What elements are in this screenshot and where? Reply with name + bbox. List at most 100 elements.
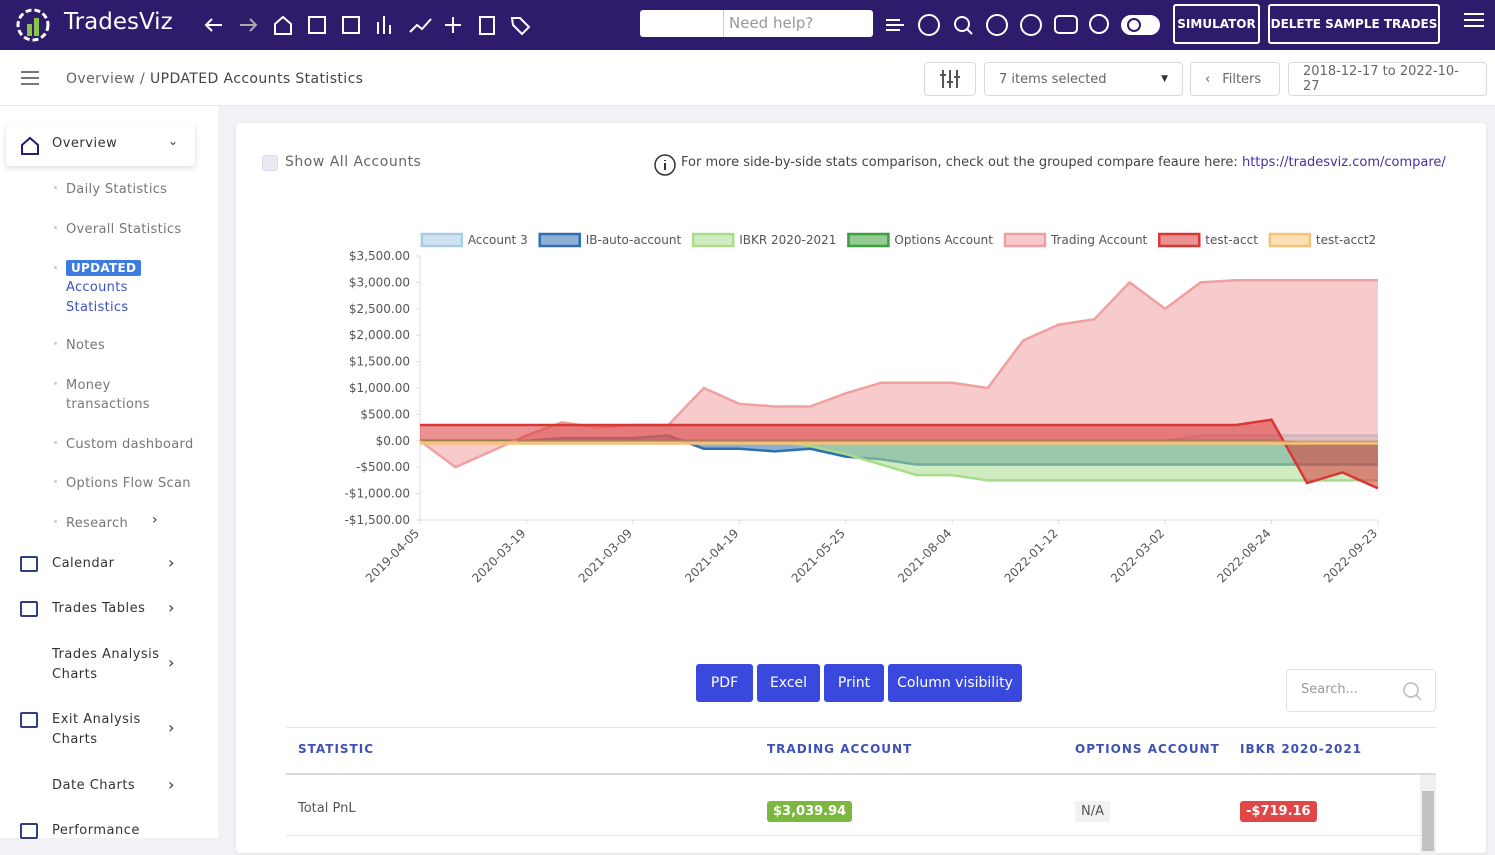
select-text: 7 items selected [999,71,1107,87]
info-icon [654,154,676,176]
section-icon [20,601,38,617]
chevron: › [168,553,175,572]
top-bar: TradesViz Need help? SIMULATOR DELETE SA… [0,0,1495,50]
y-tick-label: -$1,500.00 [345,513,410,527]
legend-swatch [1003,232,1047,248]
breadcrumb-link[interactable]: Overview [66,71,136,87]
info-sentence: For more side-by-side stats comparison, … [681,155,1238,170]
y-tick-label: -$500.00 [356,460,410,474]
help-search[interactable]: Need help? [640,10,873,37]
legend-label: IB-auto-account [586,233,682,247]
checkbox[interactable] [262,155,278,171]
sidebar-subitem[interactable]: Custom dashboard [66,437,194,452]
table-header: OPTIONS ACCOUNT [1075,742,1220,756]
breadcrumb: Overview / UPDATED Accounts Statistics [66,71,363,87]
sidebar-subitem[interactable]: Accounts Statistics [66,280,129,315]
info-text: For more side-by-side stats comparison, … [681,155,1446,170]
menu-icon[interactable] [1462,10,1486,34]
active-item[interactable]: Overview ⌄ [6,124,195,166]
legend-swatch [1158,232,1201,248]
search-placeholder: Search... [1301,682,1359,697]
y-tick-label: -$1,000.00 [345,487,410,501]
chevron: › [152,512,158,528]
table-header: IBKR 2020-2021 [1240,742,1363,756]
brand: TradesViz [64,9,173,35]
x-tick-label: 2022-01-12 [1002,526,1061,585]
sidebar-subitem[interactable]: Notes [66,338,106,353]
search-box[interactable]: Search... [1286,669,1436,712]
x-tick-label: 2021-08-04 [895,526,954,585]
compare-link[interactable]: https://tradesviz.com/compare/ [1241,155,1446,170]
bullet [54,226,57,229]
sidebar-subitem[interactable]: Daily Statistics [66,182,168,197]
x-tick-label: 2020-03-19 [469,526,528,585]
area-fill [420,419,1378,489]
y-tick-label: $1,500.00 [349,355,410,369]
legend-label: IBKR 2020-2021 [739,233,836,247]
legend-swatch [420,232,464,248]
y-tick-label: $1,000.00 [349,381,410,395]
section-icon [20,647,38,663]
section-icon [20,712,38,728]
sidebar-section[interactable]: Exit Analysis Charts [52,712,141,747]
area-fill [420,280,1378,468]
x-tick-label: 2021-04-19 [682,526,741,585]
breadcrumb-bar: Overview / UPDATED Accounts Statistics 7… [0,50,1495,106]
table-cell: -$719.16 [1240,801,1317,822]
export-button[interactable]: PDF [696,664,753,702]
bullet [54,186,57,189]
section-icon [20,823,38,839]
account-select[interactable]: 7 items selected ▼ [984,62,1183,96]
bullet [54,441,57,444]
sidebar-section[interactable]: Trades Tables [52,601,146,616]
x-tick-label: 2021-03-09 [576,526,635,585]
x-tick-label: 2022-09-23 [1321,526,1380,585]
filters-text: Filters [1222,71,1262,87]
simulator-button[interactable]: SIMULATOR [1173,4,1260,44]
filters-button[interactable]: ‹ Filters [1190,62,1280,96]
sidebar-section[interactable]: Calendar [52,556,115,571]
logo [16,8,50,42]
export-button[interactable]: Print [824,664,884,702]
export-button[interactable]: Column visibility [888,664,1022,702]
tool-icons [886,14,1160,36]
section-icon [20,556,38,572]
checkbox-label: Show All Accounts [285,154,422,170]
legend-label: Trading Account [1050,233,1148,247]
export-button[interactable]: Excel [757,664,820,702]
x-tick-label: 2022-03-02 [1108,526,1167,585]
sidebar-subitem[interactable]: Money transactions [66,378,150,412]
sidebar: Overview ⌄ Daily Statistics Overall Stati… [0,106,218,839]
chevron: › [168,718,175,737]
y-tick-label: $3,500.00 [349,249,410,263]
breadcrumb-current: UPDATED Accounts Statistics [149,71,364,87]
legend-swatch [1268,232,1312,248]
legend-label: Account 3 [468,233,528,247]
delete-sample-button[interactable]: DELETE SAMPLE TRADES [1268,4,1440,44]
active-item-label: Overview [52,136,118,151]
legend-label: test-acct2 [1316,233,1376,247]
y-tick-label: $3,000.00 [349,275,410,289]
scrollbar [1420,775,1436,855]
sidebar-toggle[interactable] [20,70,42,86]
settings-button[interactable] [924,62,976,96]
sidebar-section[interactable]: Trades Analysis Charts [52,647,160,682]
bullet [54,480,57,483]
y-tick-label: $0.00 [376,434,410,448]
y-tick-label: $2,500.00 [349,302,410,316]
bullet [54,342,57,345]
sidebar-subitem[interactable]: Research [66,516,129,531]
sidebar-section[interactable]: Performance [52,823,140,838]
y-tick-label: $2,000.00 [349,328,410,342]
table-header: STATISTIC [298,742,375,756]
bullet [54,382,57,385]
sidebar-subitem[interactable]: Overall Statistics [66,222,182,237]
sidebar-section[interactable]: Date Charts [52,778,136,793]
date-range[interactable]: 2018-12-17 to 2022-10-27 [1288,62,1487,96]
section-icon [20,778,38,794]
legend-label: test-acct [1205,233,1258,247]
sidebar-subitem[interactable]: Options Flow Scan [66,476,191,491]
bullet [54,266,57,269]
area-fill [420,440,1378,481]
